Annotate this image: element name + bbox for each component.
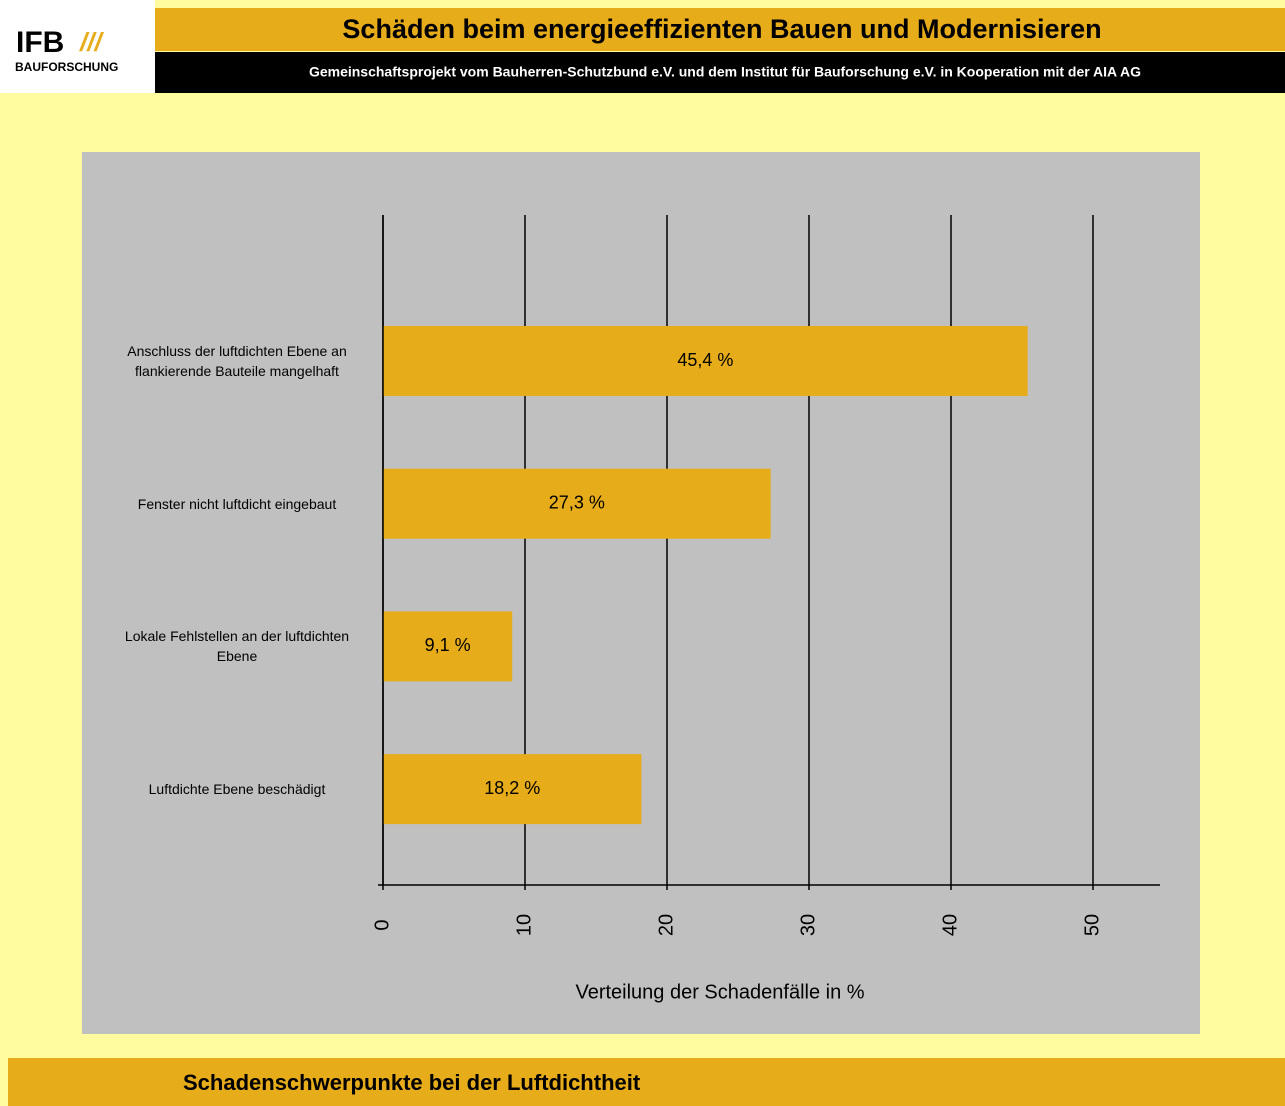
footer-bar: [8, 1058, 1285, 1106]
footer-title: Schadenschwerpunkte bei der Luftdichthei…: [183, 1070, 641, 1095]
x-axis-label: Verteilung der Schadenfälle in %: [575, 981, 864, 1003]
category-label-box: Fenster nicht luftdicht eingebaut: [137, 495, 337, 512]
title: Schäden beim energieeffizienten Bauen un…: [342, 14, 1101, 44]
title-bar: [155, 8, 1285, 51]
value-label: 9,1 %: [425, 635, 471, 655]
bar: [383, 326, 1028, 396]
category-label: Fenster nicht luftdicht eingebaut: [137, 495, 337, 512]
value-label: 45,4 %: [677, 350, 733, 370]
logo-box: [0, 0, 155, 93]
x-tick-label: 40: [939, 914, 961, 936]
plot-area: [82, 152, 1200, 1034]
x-tick-label: 50: [1081, 914, 1103, 936]
bar: [383, 468, 771, 539]
category-label: Luftdichte Ebene beschädigt: [148, 781, 326, 798]
category-label: Lokale Fehlstellen an der luftdichten Eb…: [124, 628, 350, 665]
logo-text: IFB: [16, 26, 64, 59]
x-tick-label: 30: [797, 914, 819, 936]
bar: [383, 611, 513, 682]
category-label-box: Luftdichte Ebene beschädigt: [148, 781, 326, 798]
subtitle: Gemeinschaftsprojekt vom Bauherren-Schut…: [309, 64, 1141, 80]
logo-subtitle: BAUFORSCHUNG: [15, 60, 118, 74]
value-label: 18,2 %: [484, 778, 540, 798]
x-tick-label: 10: [513, 914, 535, 936]
logo-mark: ///: [79, 27, 104, 57]
value-label: 27,3 %: [549, 492, 605, 512]
subtitle-bar: [155, 52, 1285, 93]
x-tick-label: 20: [655, 914, 677, 936]
category-label-box: Lokale Fehlstellen an der luftdichten Eb…: [124, 628, 350, 665]
category-label-box: Anschluss der luftdichten Ebene an flank…: [127, 343, 347, 379]
bar: [383, 754, 642, 825]
category-label: Anschluss der luftdichten Ebene an flank…: [127, 343, 347, 379]
x-tick-label: 0: [371, 919, 393, 930]
